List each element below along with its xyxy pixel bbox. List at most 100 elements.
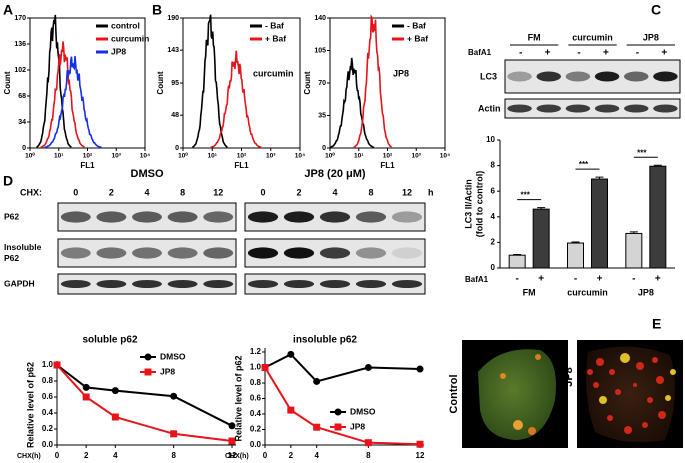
blot-band — [283, 280, 315, 288]
x-tick-label: 4 — [314, 451, 319, 460]
time-value: 8 — [180, 187, 185, 197]
error-bar — [595, 176, 604, 180]
legend-label: DMSO — [350, 406, 376, 416]
panel-label: A — [3, 2, 13, 18]
puncta-group — [587, 353, 676, 434]
x-tick-label: 2 — [289, 451, 294, 460]
marker — [111, 413, 119, 421]
y-axis-label: Count — [3, 71, 12, 94]
marker — [82, 383, 90, 391]
puncta — [615, 389, 621, 395]
blot-band — [96, 211, 127, 223]
sign-label: - — [636, 48, 639, 59]
blot-label: P62 — [4, 253, 19, 263]
marker — [364, 364, 372, 371]
bar — [532, 208, 550, 269]
cell — [478, 349, 556, 440]
significance-label: *** — [637, 148, 647, 157]
x-tick-label: 10² — [83, 153, 93, 160]
x-tick-label: 12 — [228, 451, 237, 460]
blot-actin — [504, 98, 681, 119]
blot-band — [167, 211, 198, 223]
sub-label: - — [574, 274, 577, 285]
time-value: 0 — [260, 187, 265, 197]
image-label: Control — [448, 374, 460, 413]
legend-label: curcumin — [111, 33, 149, 43]
x-tick-label: 10² — [237, 153, 247, 160]
y-tick-label: 0 — [175, 145, 179, 152]
chart-title: soluble p62 — [82, 335, 137, 346]
legend-marker — [144, 353, 152, 361]
blot-band — [247, 211, 279, 223]
blot-band — [132, 280, 162, 288]
blot-band — [391, 247, 423, 259]
puncta — [658, 411, 666, 419]
marker — [53, 361, 61, 369]
y-tick-label: 35 — [318, 112, 326, 119]
blot-band — [203, 247, 234, 259]
row-label: BafA1 — [465, 275, 489, 284]
y-axis-label: Count — [156, 71, 165, 94]
group-label: JP8 — [643, 32, 659, 42]
blot-band — [203, 280, 234, 288]
blot-band — [594, 71, 620, 82]
puncta — [620, 353, 630, 363]
puncta — [599, 396, 607, 404]
legend-label: JP8 — [350, 421, 365, 431]
puncta — [593, 382, 599, 388]
panel-label: D — [3, 173, 13, 189]
blot-band — [355, 280, 387, 288]
blot-band — [319, 280, 351, 288]
sub-label: - — [515, 274, 518, 285]
blot-band — [391, 280, 423, 288]
y-tick-label: 143 — [167, 47, 179, 54]
y-tick-label: 0.2 — [250, 425, 262, 434]
bar — [567, 242, 584, 269]
y-tick-label: 95 — [171, 80, 179, 87]
y-tick-label: 0 — [22, 145, 26, 152]
x-tick-label: 10⁰ — [178, 152, 188, 160]
y-tick-label: 102 — [14, 67, 26, 74]
y-tick-label: 4 — [491, 212, 496, 221]
x-tick-label: 10³ — [266, 153, 276, 160]
histogram-curve — [40, 41, 85, 149]
legend-marker — [334, 408, 342, 416]
blot-label: GAPDH — [4, 278, 35, 288]
legend-label: JP8 — [111, 46, 126, 56]
y-axis-label: LC3 II/Actin — [463, 179, 473, 229]
category-label: FM — [523, 287, 536, 297]
sub-label: - — [632, 274, 635, 285]
time-value: 2 — [109, 187, 114, 197]
error-bar — [571, 241, 580, 244]
sign-label: + — [603, 48, 609, 59]
blot-band — [319, 247, 351, 259]
y-tick-label: 0.0 — [42, 440, 54, 449]
marker — [111, 387, 119, 395]
y-tick-label: 1.0 — [250, 363, 262, 372]
puncta — [636, 362, 644, 370]
y-axis-label: Count — [303, 71, 312, 94]
group-label: FM — [528, 32, 541, 42]
histogram-curve — [329, 57, 375, 149]
bar — [508, 254, 526, 269]
y-tick-label: 0.4 — [250, 409, 262, 418]
sub-label: + — [538, 274, 544, 285]
blot-band — [247, 280, 279, 288]
x-tick-label: 10¹ — [54, 153, 63, 160]
y-axis-label: (fold to control) — [474, 171, 484, 237]
marker — [170, 430, 178, 438]
marker — [82, 393, 90, 401]
y-tick-label: 8 — [491, 161, 496, 170]
microscopy-images — [462, 340, 683, 448]
blot-band — [536, 104, 561, 113]
time-value: 4 — [144, 187, 149, 197]
blot-band — [355, 247, 387, 259]
y-tick-label: 70 — [318, 80, 326, 87]
y-tick-label: 1.0 — [42, 360, 54, 369]
legend-marker — [144, 368, 152, 376]
blot-band — [391, 211, 423, 223]
x-axis-label: CHX(h) — [17, 453, 41, 460]
category-label: curcumin — [567, 287, 608, 297]
marker — [228, 422, 236, 430]
